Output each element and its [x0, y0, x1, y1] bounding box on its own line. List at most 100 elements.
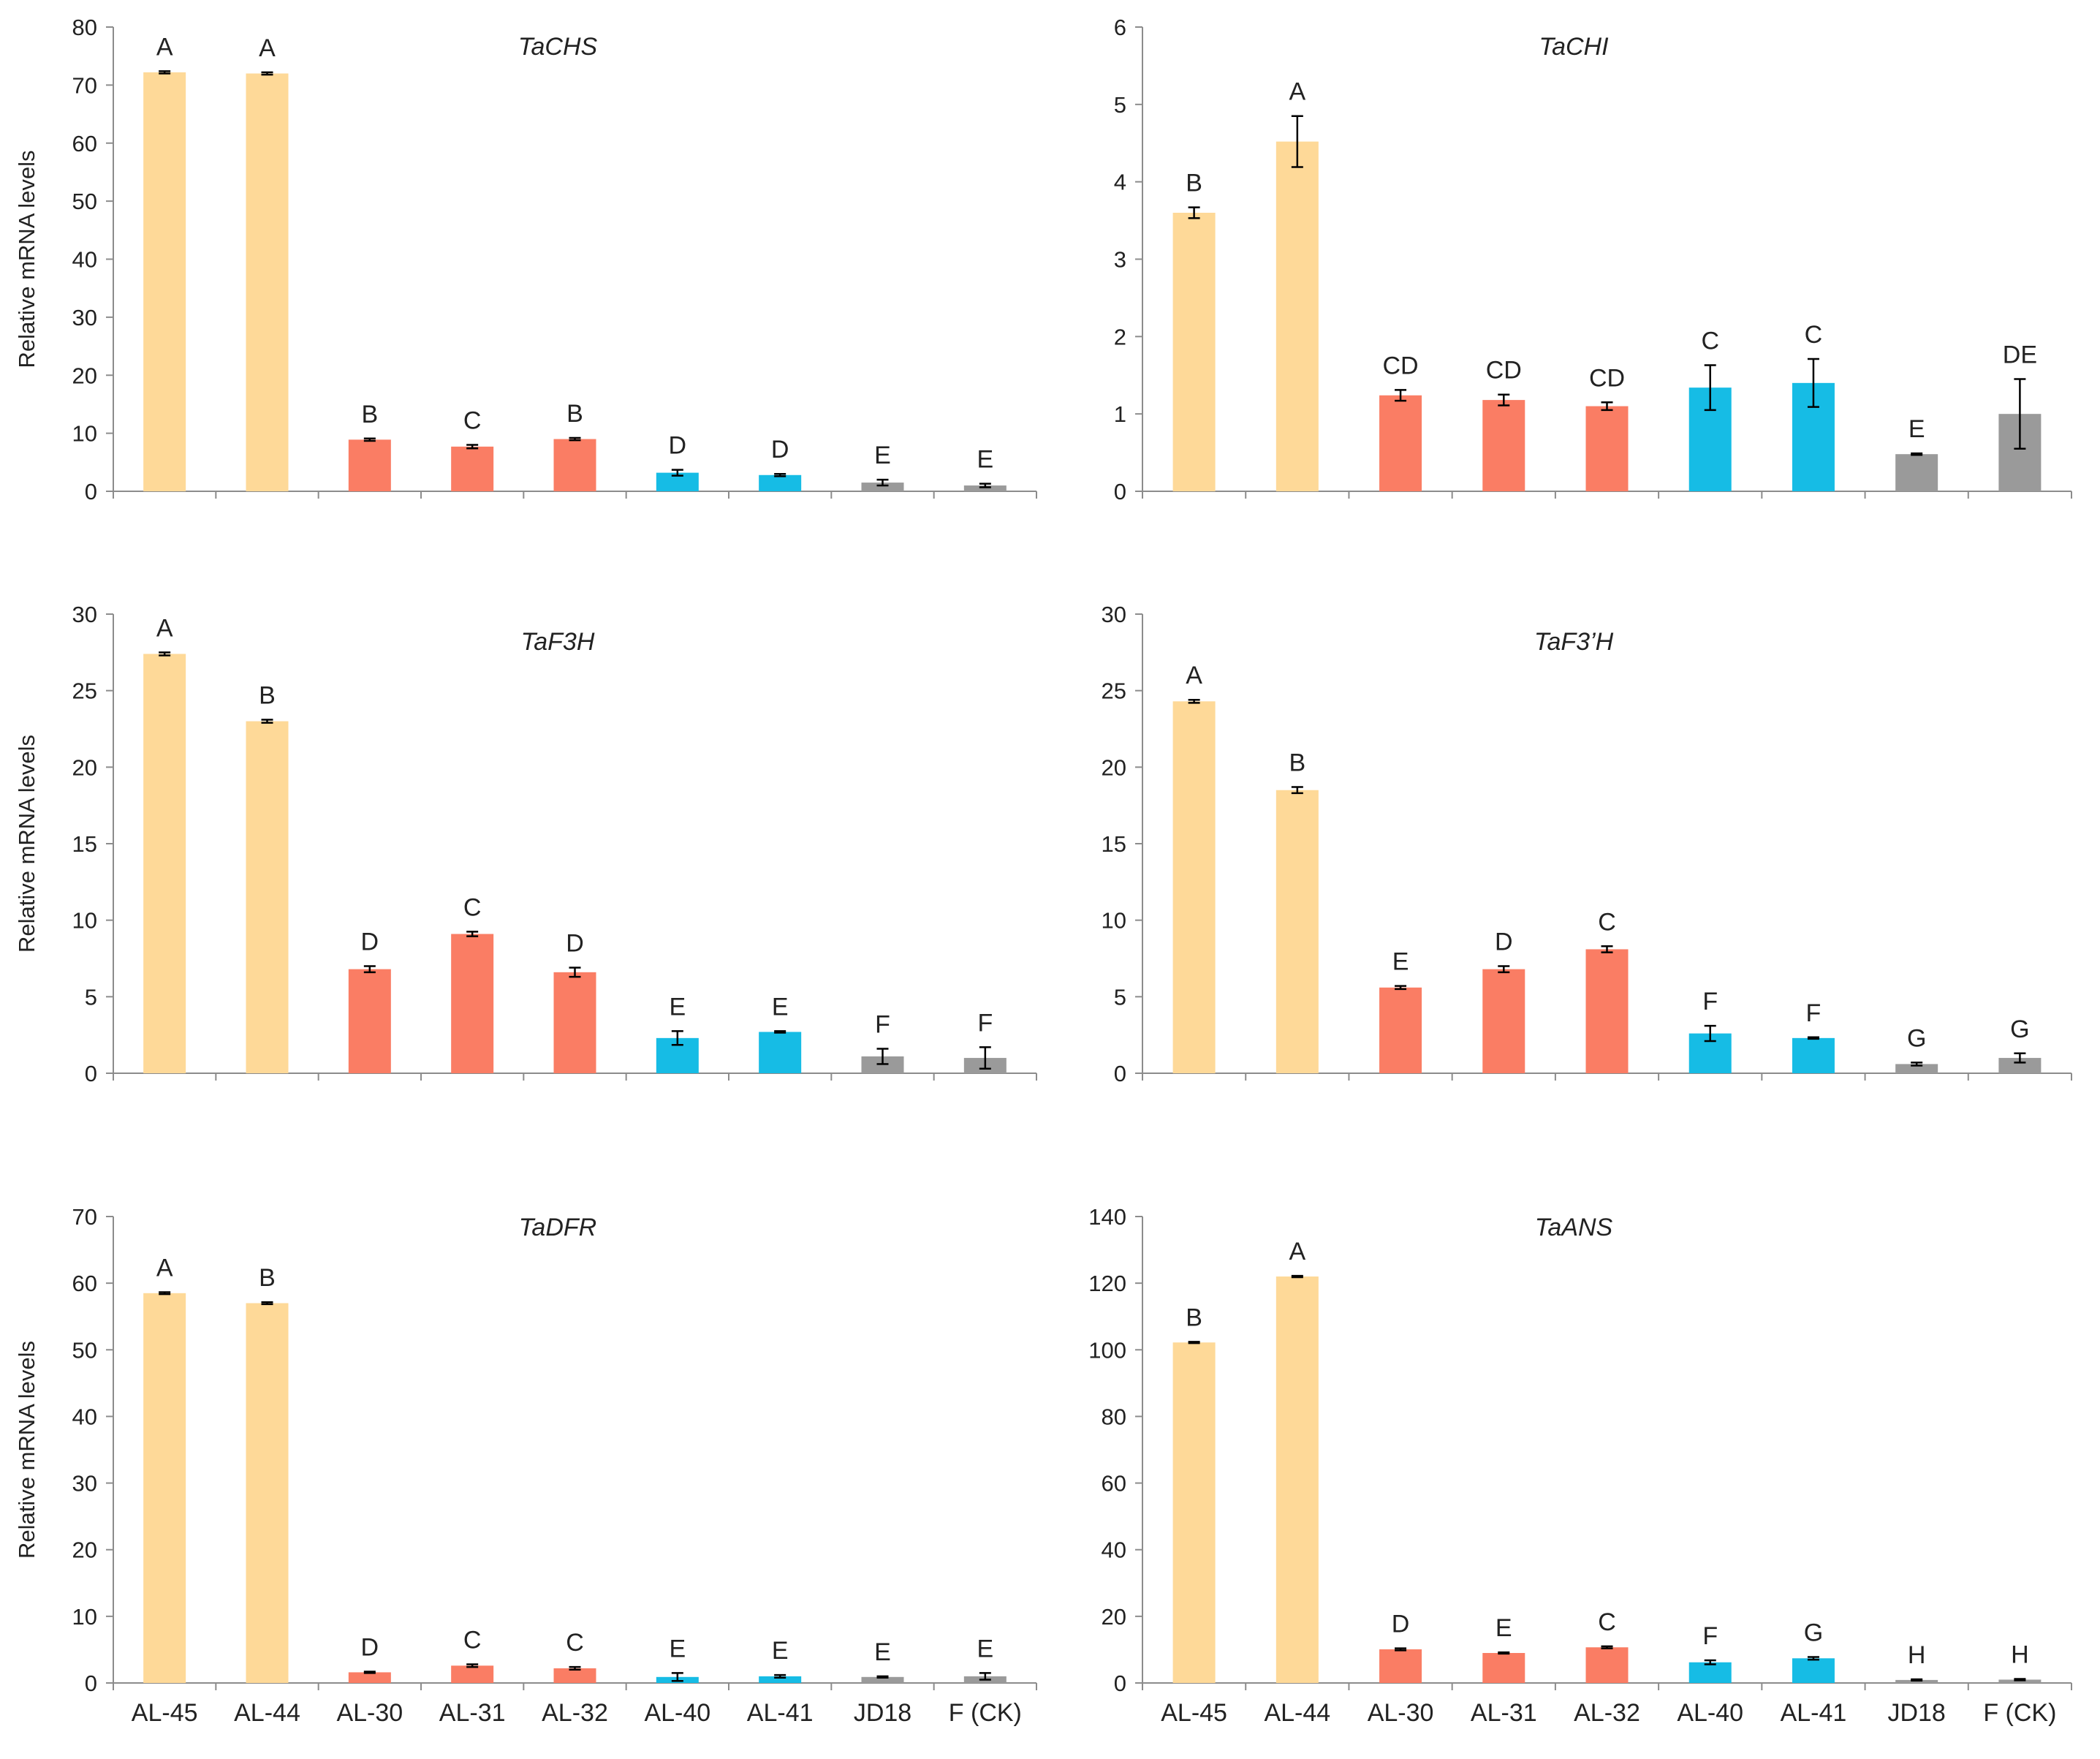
bar-al32	[1585, 949, 1629, 1073]
chart-panel-TaDFR: 0 10 20 30 40 50 60 70 A AL-45 B AL-44 D AL-30 C AL-31 C…	[14, 1204, 1037, 1727]
y-tick-label: 60	[1102, 1471, 1126, 1497]
significance-letter: H	[1908, 1641, 1926, 1669]
significance-letter: E	[1392, 948, 1409, 976]
y-tick-label: 0	[85, 1671, 97, 1696]
bar-al32	[553, 439, 596, 491]
significance-letter: E	[874, 1638, 891, 1666]
significance-letter: C	[1598, 1608, 1616, 1636]
bar-al30	[348, 1672, 391, 1683]
significance-letter: A	[156, 614, 173, 642]
bar-al32	[553, 1668, 596, 1683]
bar-al44	[246, 1303, 289, 1683]
y-tick-label: 10	[72, 421, 97, 447]
x-tick-label: AL-31	[1471, 1699, 1537, 1727]
chart-title: TaCHI	[1539, 33, 1609, 61]
significance-letter: CD	[1383, 352, 1419, 379]
y-tick-label: 30	[1102, 602, 1126, 627]
y-axis-label: Relative mRNA levels	[14, 1341, 39, 1559]
significance-letter: B	[361, 401, 378, 428]
chart-title: TaANS	[1535, 1214, 1613, 1241]
significance-letter: C	[1805, 321, 1823, 349]
y-tick-label: 15	[72, 831, 97, 857]
significance-letter: E	[772, 993, 789, 1021]
significance-letter: G	[1907, 1024, 1926, 1052]
significance-letter: A	[1289, 1238, 1305, 1266]
bar-jd18	[1895, 454, 1938, 491]
y-tick-label: 15	[1102, 831, 1126, 857]
bar-al45	[1172, 213, 1216, 491]
y-tick-label: 140	[1088, 1204, 1126, 1230]
significance-letter: B	[1186, 170, 1202, 197]
bar-al45	[1172, 1342, 1216, 1683]
significance-letter: E	[977, 446, 993, 474]
x-tick-label: AL-32	[1574, 1699, 1640, 1727]
bar-al44	[1275, 1276, 1319, 1683]
significance-letter: C	[463, 893, 482, 921]
significance-letter: CD	[1589, 364, 1625, 392]
bar-al41	[759, 474, 802, 491]
significance-letter: G	[1804, 1619, 1823, 1646]
bar-al44	[246, 721, 289, 1073]
bar-al44	[1275, 141, 1319, 491]
bar-al31	[1482, 969, 1525, 1073]
significance-letter: E	[977, 1635, 993, 1662]
bar-al44	[246, 73, 289, 491]
chart-title: TaCHS	[518, 33, 598, 61]
significance-letter: A	[156, 33, 173, 61]
significance-letter: CD	[1486, 357, 1522, 385]
x-tick-label: AL-45	[132, 1699, 198, 1727]
chart-panel-TaCHI: 0 1 2 3 4 5 6 B A CD CD CD C C E DE TaCHI	[1114, 15, 2072, 504]
x-tick-label: AL-44	[234, 1699, 300, 1727]
chart-title: TaF3’H	[1534, 628, 1614, 656]
y-tick-label: 60	[72, 1271, 97, 1296]
bar-fck	[963, 485, 1007, 491]
y-tick-label: 25	[72, 678, 97, 704]
y-tick-label: 2	[1114, 324, 1126, 349]
chart-title: TaF3H	[521, 628, 595, 656]
significance-letter: DE	[2003, 341, 2037, 369]
bar-al45	[1172, 701, 1216, 1073]
significance-letter: D	[566, 930, 584, 958]
significance-letter: C	[566, 1629, 584, 1657]
significance-letter: A	[259, 34, 276, 62]
y-tick-label: 30	[72, 1471, 97, 1497]
significance-letter: D	[361, 1634, 379, 1662]
y-tick-label: 5	[1114, 984, 1126, 1010]
bar-al30	[1379, 1649, 1422, 1683]
x-tick-label: AL-31	[439, 1699, 506, 1727]
significance-letter: F	[875, 1011, 890, 1039]
bar-al32	[1585, 406, 1629, 491]
bar-al31	[451, 934, 494, 1073]
y-tick-label: 0	[1114, 479, 1126, 504]
significance-letter: B	[1186, 1304, 1202, 1331]
bar-al41	[1792, 1037, 1835, 1073]
y-tick-label: 60	[72, 131, 97, 156]
y-axis-label: Relative mRNA levels	[14, 735, 39, 953]
significance-letter: C	[463, 1626, 482, 1654]
significance-letter: B	[259, 1264, 276, 1292]
x-tick-label: F (CK)	[1983, 1699, 2056, 1727]
y-tick-label: 6	[1114, 15, 1126, 40]
bar-al40	[1688, 1662, 1732, 1683]
bar-al45	[143, 72, 186, 492]
y-tick-label: 5	[85, 984, 97, 1010]
bar-al41	[759, 1032, 802, 1073]
bar-al30	[1379, 987, 1422, 1073]
significance-letter: E	[1496, 1614, 1512, 1642]
significance-letter: B	[1289, 749, 1305, 777]
y-tick-label: 100	[1088, 1337, 1126, 1363]
y-tick-label: 10	[72, 1604, 97, 1630]
bar-al31	[451, 1665, 494, 1683]
significance-letter: E	[874, 442, 891, 469]
x-tick-label: AL-45	[1161, 1699, 1227, 1727]
x-tick-label: AL-41	[1781, 1699, 1847, 1727]
x-tick-label: AL-30	[336, 1699, 403, 1727]
bar-jd18	[1895, 1064, 1938, 1073]
x-tick-label: AL-40	[644, 1699, 710, 1727]
y-tick-label: 20	[72, 1537, 97, 1563]
significance-letter: C	[1701, 327, 1719, 355]
bar-al41	[759, 1676, 802, 1683]
chart-panel-TaANS: 0 20 40 60 80 100 120 140 B AL-45 A AL-44 D AL-30 E AL-…	[1088, 1204, 2072, 1727]
y-tick-label: 10	[72, 908, 97, 934]
y-tick-label: 25	[1102, 678, 1126, 704]
